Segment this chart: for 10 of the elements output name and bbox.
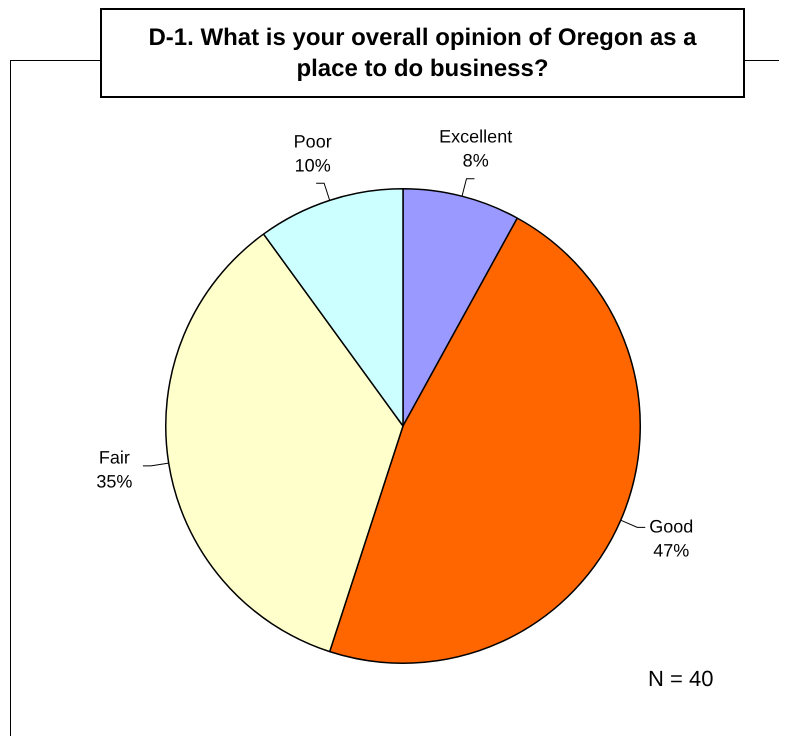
slice-label: Poor	[294, 132, 332, 152]
data-label: 47%	[653, 540, 690, 560]
data-label: 8%	[462, 150, 489, 171]
text: N = 40	[648, 666, 714, 692]
slice-label: Fair	[98, 448, 130, 468]
slice-label: Good	[649, 516, 694, 536]
chart-title: D-1. What is your overall opinion of Oregon as a place to do business?	[100, 8, 745, 98]
data-label: 10%	[294, 156, 331, 176]
data-label: 35%	[96, 472, 132, 492]
slice-label: Excellent	[439, 126, 512, 147]
